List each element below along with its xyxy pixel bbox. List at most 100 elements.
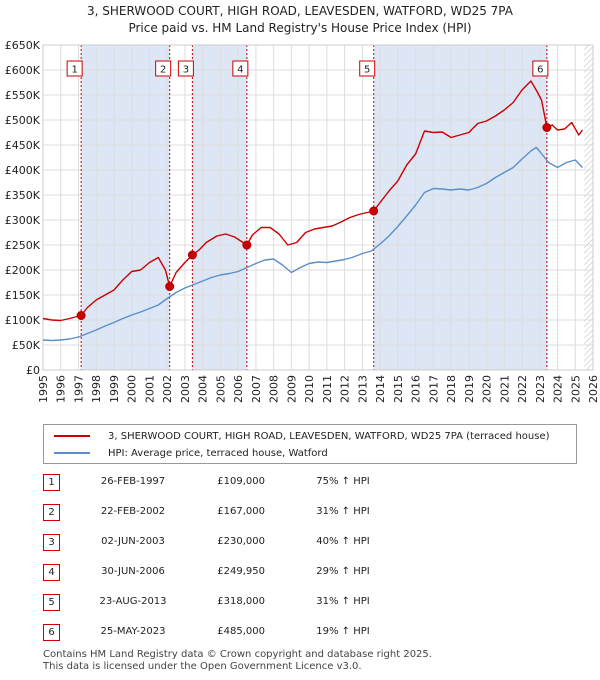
y-tick-label: £400K (5, 164, 41, 177)
sale-date: 25-MAY-2023 (100, 626, 166, 637)
sale-date: 22-FEB-2002 (100, 506, 166, 517)
sale-point (187, 250, 197, 260)
sale-price: £249,950 (217, 566, 265, 577)
sale-point (369, 206, 379, 216)
sale-label: 3 (183, 65, 189, 76)
x-tick-label: 2002 (161, 375, 174, 403)
chart-legend: 3, SHERWOOD COURT, HIGH ROAD, LEAVESDEN,… (43, 424, 577, 464)
chart-title-line2: Price paid vs. HM Land Registry's House … (128, 21, 472, 35)
x-tick-label: 2011 (321, 375, 334, 403)
x-tick-label: 2018 (445, 375, 458, 403)
x-tick-label: 2010 (303, 375, 316, 403)
sale-label: 2 (160, 65, 166, 76)
sale-price: £230,000 (217, 536, 265, 547)
sale-point (242, 240, 252, 250)
x-tick-label: 2012 (339, 375, 352, 403)
forecast-hatch-region (584, 45, 593, 370)
sale-label: 1 (71, 65, 77, 76)
table-row: 6 25-MAY-2023 £485,000 19% ↑ HPI (43, 622, 463, 652)
x-tick-label: 2009 (285, 375, 298, 403)
x-tick-label: 2005 (214, 375, 227, 403)
x-tick-label: 2016 (410, 375, 423, 403)
sale-hpi-diff: 31% ↑ HPI (316, 506, 370, 517)
y-tick-label: £300K (5, 214, 41, 227)
y-tick-label: £50K (12, 339, 41, 352)
x-tick-label: 2006 (232, 375, 245, 403)
sale-label-box (232, 60, 249, 77)
sale-number-badge: 3 (43, 534, 60, 551)
sale-point (165, 282, 175, 291)
sale-label-box (177, 60, 194, 77)
footer-licence: This data is licensed under the Open Gov… (43, 661, 362, 672)
sale-point (542, 123, 552, 132)
x-tick-label: 2024 (552, 375, 565, 403)
sale-price: £485,000 (217, 626, 265, 637)
sale-label: 6 (537, 65, 543, 76)
plot-frame (42, 44, 594, 371)
y-tick-label: £250K (5, 239, 41, 252)
legend-label-property: 3, SHERWOOD COURT, HIGH ROAD, LEAVESDEN,… (108, 430, 550, 442)
y-tick-label: £0 (26, 364, 40, 377)
sale-hpi-diff: 75% ↑ HPI (316, 476, 370, 487)
sale-label: 4 (237, 65, 243, 76)
ownership-band (192, 45, 247, 370)
property-price-line (42, 80, 583, 322)
x-tick-label: 2021 (498, 375, 511, 403)
y-tick-label: £450K (5, 139, 41, 152)
x-tick-label: 1995 (37, 375, 50, 403)
y-tick-label: £150K (5, 289, 41, 302)
y-tick-label: £550K (5, 89, 41, 102)
legend-swatch-hpi (54, 452, 90, 454)
sale-hpi-diff: 31% ↑ HPI (316, 596, 370, 607)
x-tick-label: 2007 (250, 375, 263, 403)
sale-hpi-diff: 29% ↑ HPI (316, 566, 370, 577)
x-tick-label: 2004 (197, 375, 210, 403)
x-tick-label: 1998 (90, 375, 103, 403)
y-tick-label: £650K (5, 39, 41, 52)
x-tick-label: 2022 (516, 375, 529, 403)
sale-date: 26-FEB-1997 (100, 476, 166, 487)
sale-price: £167,000 (217, 506, 265, 517)
sale-date: 23-AUG-2013 (99, 596, 167, 607)
x-tick-label: 2003 (179, 375, 192, 403)
sale-number-badge: 2 (43, 504, 60, 521)
x-tick-label: 2001 (143, 375, 156, 403)
sale-label-box (66, 60, 83, 77)
ownership-band (81, 45, 170, 370)
legend-swatch-property (54, 435, 90, 437)
sale-number-badge: 4 (43, 564, 60, 581)
y-tick-label: £200K (5, 264, 41, 277)
sale-date: 30-JUN-2006 (101, 566, 165, 577)
sale-price: £109,000 (217, 476, 265, 487)
x-tick-label: 2025 (569, 375, 582, 403)
table-row: 5 23-AUG-2013 £318,000 31% ↑ HPI (43, 592, 463, 622)
sale-price: £318,000 (217, 596, 265, 607)
sale-label-box (359, 60, 376, 77)
x-tick-label: 2026 (587, 375, 600, 403)
y-tick-label: £600K (5, 64, 41, 77)
table-row: 1 26-FEB-1997 £109,000 75% ↑ HPI (43, 472, 463, 502)
sale-hpi-diff: 40% ↑ HPI (316, 536, 370, 547)
sale-date: 02-JUN-2003 (101, 536, 165, 547)
x-tick-label: 2000 (126, 375, 139, 403)
sale-label-box (532, 60, 549, 77)
sale-number-badge: 1 (43, 474, 60, 491)
table-row: 2 22-FEB-2002 £167,000 31% ↑ HPI (43, 502, 463, 532)
footer-notice: Contains HM Land Registry data © Crown c… (43, 649, 432, 673)
x-tick-label: 2023 (534, 375, 547, 403)
sale-hpi-diff: 19% ↑ HPI (316, 626, 370, 637)
hpi-line (42, 146, 583, 342)
y-tick-label: £500K (5, 114, 41, 127)
legend-item-hpi: HPI: Average price, terraced house, Watf… (54, 445, 328, 461)
sale-label: 5 (364, 65, 370, 76)
x-tick-label: 2020 (481, 375, 494, 403)
ownership-band (373, 45, 547, 370)
sale-label-box (155, 60, 172, 77)
y-tick-label: £350K (5, 189, 41, 202)
x-tick-label: 1996 (55, 375, 68, 403)
x-tick-label: 2019 (463, 375, 476, 403)
sales-table: 1 26-FEB-1997 £109,000 75% ↑ HPI 2 22-FE… (43, 472, 463, 652)
y-tick-label: £100K (5, 314, 41, 327)
sale-point (76, 311, 86, 320)
x-tick-label: 2014 (374, 375, 387, 403)
